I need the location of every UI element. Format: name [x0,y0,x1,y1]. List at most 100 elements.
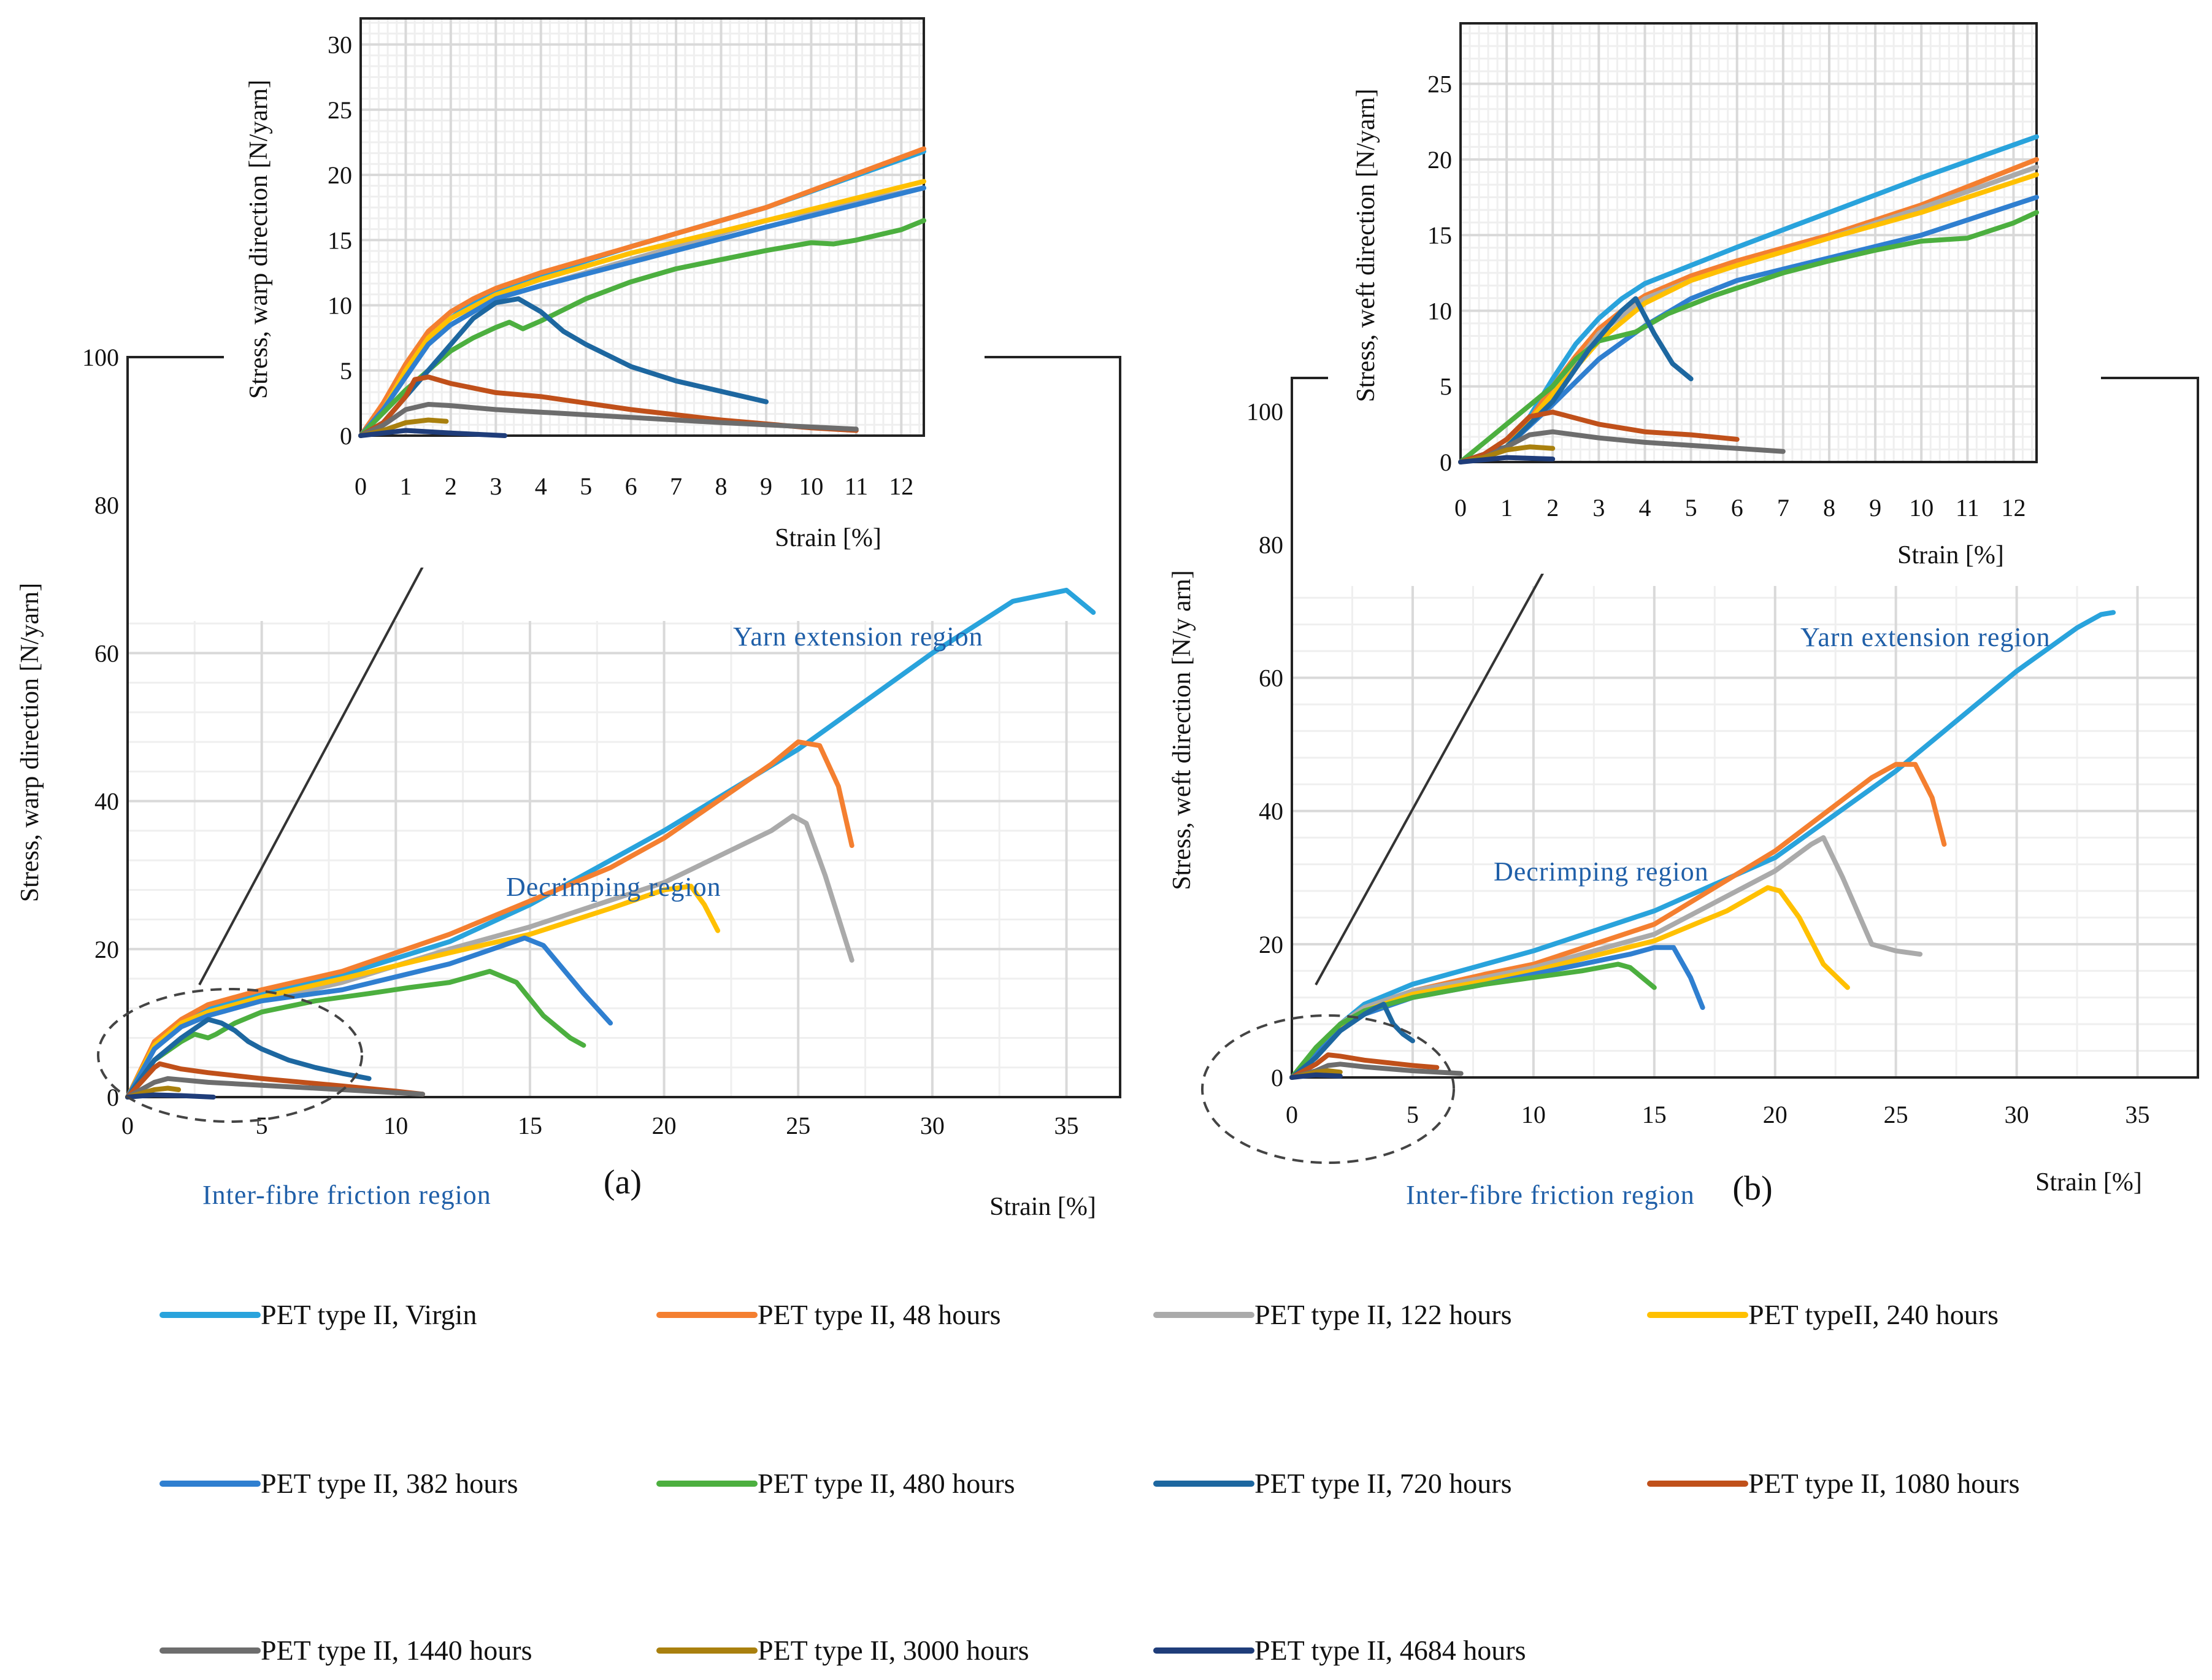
y-tick-label: 80 [1259,531,1283,558]
legend-item: PET typeII, 240 hours [1647,1299,1999,1330]
x-tick-label: 1 [1500,494,1513,522]
x-tick-label: 6 [1731,494,1743,522]
x-tick-label: 35 [1054,1112,1079,1139]
region-annotation: Yarn extension region [733,622,983,652]
series-line [358,428,507,438]
plot-frame [359,17,925,437]
region-annotation: Decrimping region [1494,857,1709,887]
x-tick-label: 25 [1884,1101,1908,1128]
x-tick-label: 8 [1823,494,1835,522]
y-tick-label: 15 [1427,222,1452,249]
series-line [1289,1001,1415,1080]
y-tick-label: 60 [94,639,119,667]
legend-label: PET type II, 122 hours [1254,1299,1512,1330]
panel-label-b: (b) [1732,1169,1772,1208]
y-axis-title: Stress, warp direction [N/yarn] [245,80,273,399]
series-line [125,1017,372,1100]
legend: PET type II, Virgin PET type II, 48 hours… [159,1299,2020,1666]
region-annotation: Yarn extension region [1800,622,2051,652]
legend-label: PET type II, 480 hours [758,1468,1015,1499]
zoom-arrow-a [198,526,445,985]
x-tick-label: 10 [1909,494,1934,522]
series-line [125,884,721,1100]
x-tick-label: 2 [1546,494,1559,522]
series-line [1458,172,2039,464]
x-tick-label: 10 [799,472,823,500]
panel-label-a: (a) [604,1163,642,1201]
x-tick-label: 5 [580,472,592,500]
region-annotation: Inter-fibre friction region [202,1180,491,1210]
legend-label: PET typeII, 240 hours [1748,1299,1999,1330]
series-line [1458,455,1556,464]
y-tick-label: 100 [82,344,119,371]
x-tick-label: 12 [2001,494,2026,522]
y-tick-label: 20 [1259,931,1283,958]
x-axis-title: Strain [%] [775,524,881,552]
x-tick-label: 3 [1592,494,1605,522]
x-tick-label: 6 [625,472,637,500]
legend-item: PET type II, 1440 hours [159,1635,532,1666]
y-tick-label: 10 [1427,297,1452,325]
x-tick-label: 1 [399,472,412,500]
x-tick-label: 11 [845,472,869,500]
x-tick-label: 15 [518,1112,542,1139]
legend-item: PET type II, 3000 hours [656,1635,1029,1666]
series-line [125,1092,216,1100]
zoom-region-ellipse-a [97,988,363,1123]
series-line [358,146,926,438]
y-tick-label: 25 [328,96,352,124]
series-line [125,969,586,1100]
y-tick-label: 20 [328,161,352,189]
x-tick-label: 12 [889,472,913,500]
y-tick-label: 5 [340,357,352,385]
zoom-arrow-b [1315,539,1562,985]
x-tick-label: 7 [1777,494,1789,522]
x-axis-title: Strain [%] [1897,541,2004,569]
series-line [125,1085,182,1100]
y-tick-label: 0 [1271,1064,1283,1092]
y-tick-label: 0 [1440,449,1452,476]
y-tick-label: 15 [328,226,352,254]
x-tick-label: 9 [760,472,772,500]
legend-label: PET type II, 4684 hours [1254,1635,1526,1666]
x-tick-label: 4 [1638,494,1651,522]
series-line [1458,409,1740,464]
x-tick-label: 3 [490,472,502,500]
y-tick-label: 10 [328,292,352,320]
x-tick-label: 25 [786,1112,810,1139]
series-line [1289,1052,1440,1080]
y-tick-label: 20 [94,936,119,963]
series-line [358,296,769,438]
series-line [125,739,854,1100]
legend-label: PET type II, 382 hours [261,1468,518,1499]
legend-item: PET type II, 480 hours [656,1468,1015,1499]
series-line [1458,296,1694,464]
x-tick-label: 20 [1763,1101,1788,1128]
y-axis-title: Stress, weft direction [N/y arn] [1168,570,1196,890]
y-tick-label: 30 [328,31,352,59]
plot-frame [1459,22,2038,463]
x-tick-label: 30 [2005,1101,2029,1128]
x-tick-label: 20 [652,1112,677,1139]
legend-label: PET type II, 1080 hours [1748,1468,2020,1499]
x-tick-label: 0 [121,1112,134,1139]
x-tick-label: 10 [383,1112,408,1139]
legend-item: PET type II, 382 hours [159,1468,518,1499]
legend-label: PET type II, 3000 hours [758,1635,1029,1666]
region-annotation: Decrimping region [506,872,721,902]
legend-label: PET type II, 720 hours [1254,1468,1512,1499]
legend-item: PET type II, 48 hours [656,1299,1001,1330]
x-tick-label: 15 [1642,1101,1667,1128]
legend-label: PET type II, 48 hours [758,1299,1001,1330]
x-tick-label: 8 [715,472,728,500]
x-tick-label: 11 [1956,494,1980,522]
x-tick-label: 30 [920,1112,945,1139]
series-line [125,935,613,1100]
series-line [358,218,926,438]
y-tick-label: 40 [94,788,119,815]
x-tick-label: 5 [1685,494,1697,522]
x-tick-label: 5 [256,1112,268,1139]
